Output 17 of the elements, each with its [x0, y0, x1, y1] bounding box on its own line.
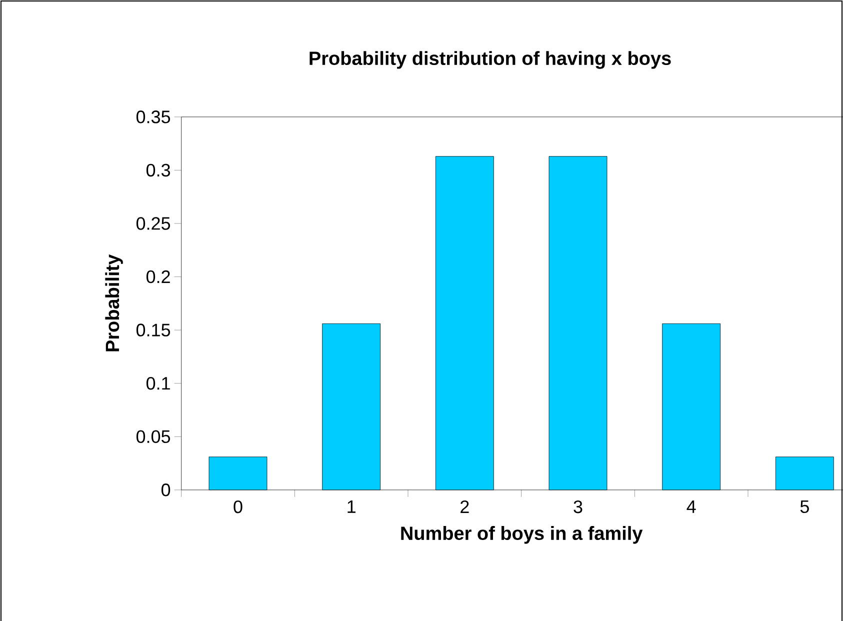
- y-tick-label: 0.05: [136, 430, 170, 443]
- x-tick-label: 0: [234, 500, 242, 514]
- x-tick-label: 5: [800, 500, 809, 514]
- y-axis-title: Probability: [105, 254, 123, 352]
- x-axis-title: Number of boys in a family: [401, 526, 643, 544]
- y-tick-label: 0.1: [146, 376, 170, 390]
- y-tick-label: 0.25: [136, 217, 170, 230]
- y-tick-label: 0.35: [136, 110, 170, 124]
- y-tick-label: 0.3: [146, 164, 170, 177]
- y-tick-label: 0.2: [146, 270, 170, 284]
- x-tick-label: 1: [348, 500, 356, 513]
- y-tick-label: 0.15: [136, 324, 170, 336]
- x-tick-label: 4: [686, 500, 696, 513]
- x-tick-label: 2: [460, 500, 469, 514]
- x-tick-label: 3: [574, 500, 582, 514]
- chart-title: Probability distribution of having x boys: [310, 51, 671, 69]
- y-tick-label: 0: [161, 484, 170, 496]
